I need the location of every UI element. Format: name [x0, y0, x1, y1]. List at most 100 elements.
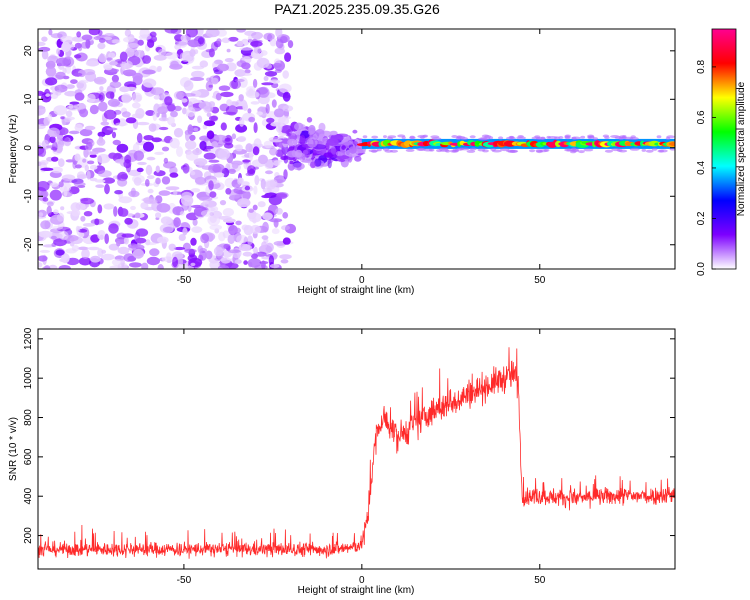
spectrogram-cell [269, 159, 283, 163]
spectrogram-cell [174, 44, 182, 50]
spectrogram-cell [216, 38, 222, 44]
spectrogram-cell [275, 193, 288, 200]
spectrogram-cell [247, 235, 253, 246]
spectrogram-cell [258, 143, 264, 148]
x-tick-label: 50 [534, 275, 546, 286]
spectrogram-cell [235, 123, 248, 133]
spectrogram-cell [38, 181, 50, 192]
signal-band-halo [390, 149, 398, 153]
spectrogram-cell [90, 255, 101, 263]
spectrogram-cell [282, 91, 291, 102]
spectrogram-cell [258, 154, 268, 165]
spectrogram-cell [281, 116, 292, 120]
spectrogram-cell [256, 57, 270, 69]
spectrogram-cell [213, 246, 224, 257]
spectrogram-cell [51, 156, 59, 162]
spectrogram-cell [272, 62, 282, 68]
spectrogram-cell [265, 103, 270, 114]
spectrogram-cell [108, 243, 120, 251]
spectrogram-cell [38, 212, 44, 218]
spectrogram-cell [123, 236, 129, 245]
spectrogram-cell [51, 166, 63, 174]
signal-band-halo [629, 147, 640, 151]
signal-band-halo [604, 136, 610, 140]
signal-band-halo [583, 148, 594, 152]
spectrogram-cell [97, 248, 104, 257]
spectrogram-cell [198, 196, 213, 202]
y-tick-label: 10 [23, 93, 34, 105]
spectrogram-cell [259, 50, 268, 56]
x-tick-label: 50 [534, 575, 546, 586]
spectrogram-cell [208, 180, 214, 191]
spectrogram-cell [234, 227, 241, 234]
spectrogram-cell [263, 32, 275, 41]
spectrogram-cell [106, 127, 118, 131]
spectrogram-cell [262, 221, 269, 233]
spectrogram-cell [78, 79, 89, 84]
signal-band-halo [569, 150, 577, 154]
spectrogram-cell [198, 101, 212, 110]
spectrogram-cell [237, 136, 247, 142]
signal-band-halo [429, 148, 435, 152]
spectrogram-cell [124, 217, 133, 225]
spectrogram-cell [47, 201, 54, 207]
y-tick-label: 1000 [23, 367, 34, 390]
spectrogram-cell [263, 75, 269, 82]
spectrogram-cell [129, 262, 142, 268]
spectrogram-cell [111, 258, 123, 266]
spectrogram-cell [118, 208, 129, 217]
spectrogram-cell [197, 115, 203, 124]
spectrogram-cell [231, 133, 237, 140]
spectrogram-cell [227, 249, 241, 254]
x-tick-label: -50 [177, 275, 192, 286]
spectrogram-cell [99, 86, 104, 91]
signal-band-halo [666, 135, 675, 139]
spectrogram-cell [48, 264, 58, 269]
spectrogram-cell [253, 46, 262, 54]
spectrogram-cell [339, 159, 346, 162]
signal-band-halo [645, 149, 654, 153]
spectrogram-cell [223, 218, 236, 223]
spectrogram-cell [261, 241, 268, 249]
spectrogram-cell [190, 262, 196, 267]
spectrogram-cell [244, 69, 251, 74]
spectrogram-cell [284, 52, 292, 62]
spectrogram-cell [70, 79, 78, 84]
spectrogram-cell [240, 181, 250, 187]
spectrogram-cell [132, 174, 145, 184]
spectrogram-cell [244, 185, 251, 191]
spectrogram-cell [124, 154, 132, 164]
spectrogram-cell [149, 248, 160, 257]
spectrogram-cell [121, 60, 127, 71]
spectrogram-cell [193, 127, 199, 132]
spectrogram-cell [314, 158, 322, 167]
spectrogram-cell [112, 139, 122, 146]
spectrogram-cell [100, 121, 110, 126]
spectrogram-cell [349, 146, 357, 154]
spectrogram-cell [108, 52, 116, 59]
spectrogram-cell [74, 164, 82, 169]
spectrogram-cell [136, 132, 143, 144]
spectrogram-cell [105, 91, 115, 99]
spectrogram-cell [180, 35, 187, 41]
spectrogram-cell [252, 247, 258, 253]
spectrogram-cell [169, 166, 178, 175]
spectrogram-cell [250, 101, 260, 105]
spectrogram-cell [287, 138, 297, 146]
snr-xlabel: Height of straight line (km) [298, 585, 415, 596]
spectrogram-cell [86, 141, 93, 151]
spectrogram-cell [197, 245, 203, 254]
spectrogram-cell [232, 163, 239, 169]
signal-band-halo [651, 147, 658, 151]
spectrogram-cell [192, 148, 203, 156]
spectrogram-cell [268, 255, 275, 267]
spectrogram-cell [136, 121, 150, 126]
spectrogram-cell [186, 107, 196, 117]
spectrogram-cell [45, 93, 51, 97]
spectrogram-cell [269, 263, 280, 269]
spectrogram-cell [242, 251, 253, 257]
snr-panel: -50 0 50 200 400 600 800 1000 1200 Height of str… [8, 327, 676, 596]
spectrogram-cell [58, 265, 71, 269]
signal-band-halo [531, 136, 541, 140]
